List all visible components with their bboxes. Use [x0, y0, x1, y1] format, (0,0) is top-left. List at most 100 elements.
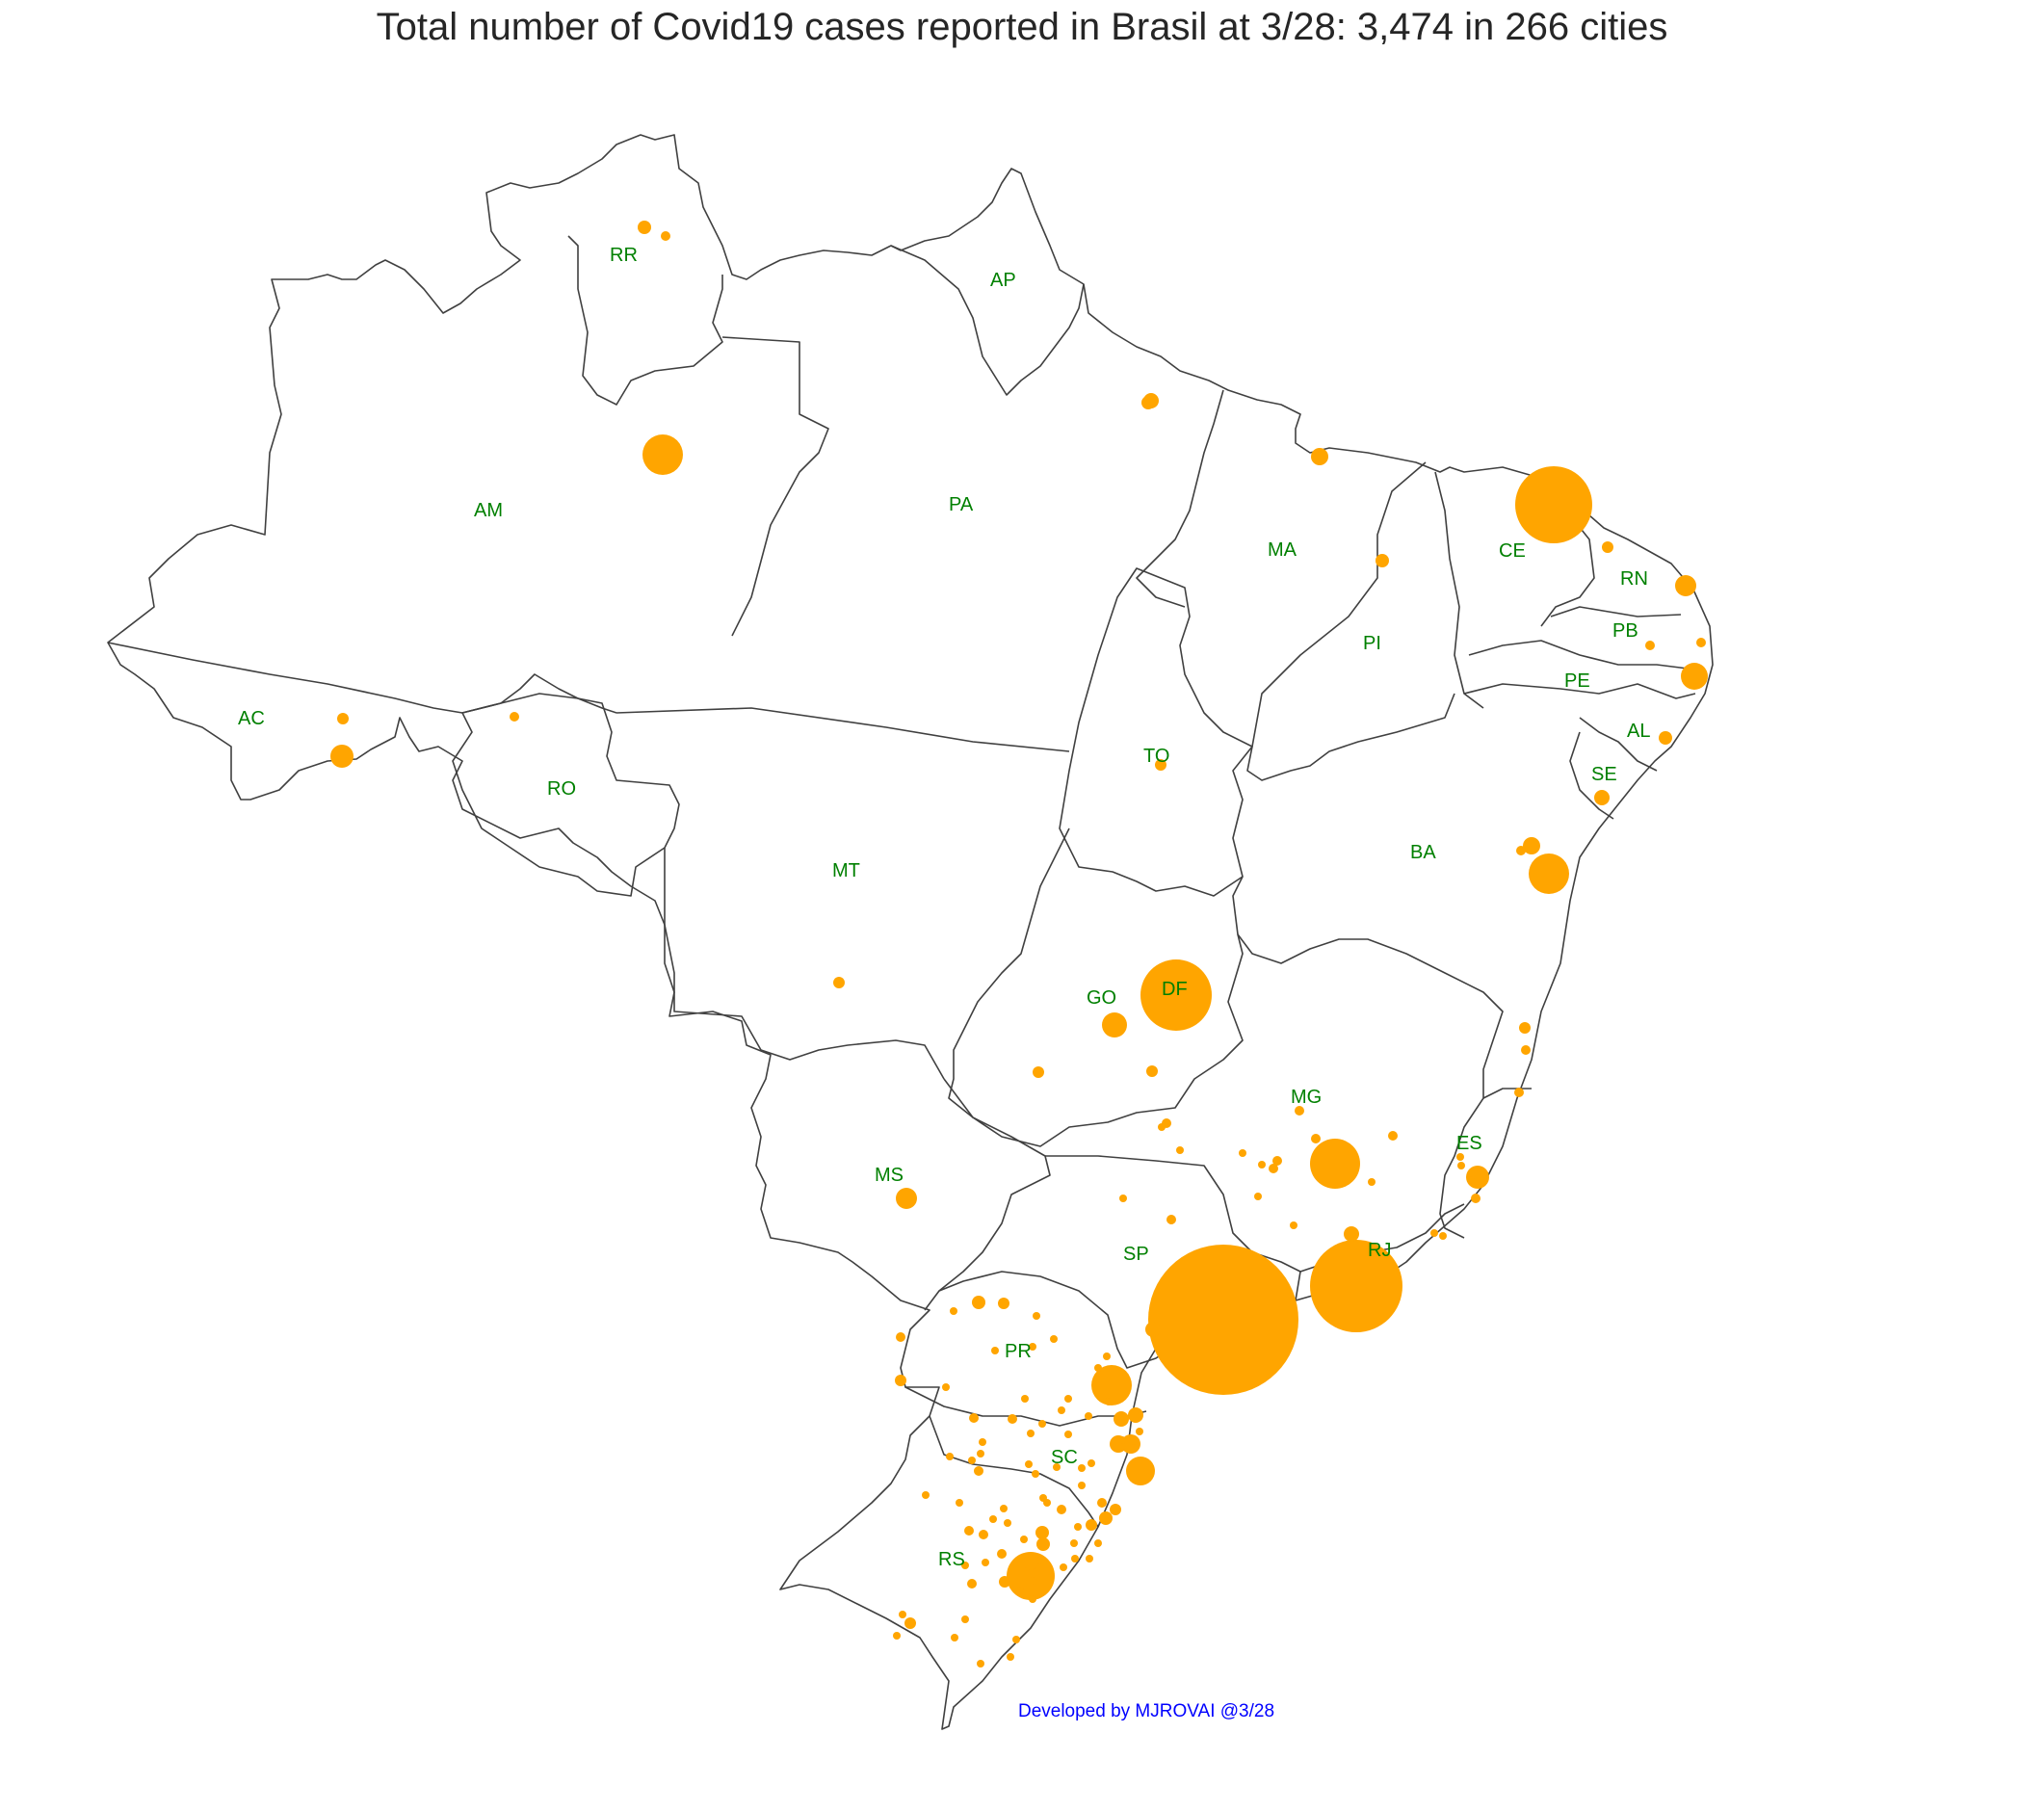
state-label-rs: RS [938, 1549, 965, 1570]
case-bubble [1032, 1470, 1039, 1478]
case-bubble [1050, 1335, 1058, 1343]
border-mg-sp [1045, 1155, 1465, 1273]
case-bubble [1155, 759, 1166, 771]
case-bubble [896, 1332, 905, 1342]
case-bubble [1602, 541, 1613, 553]
case-bubble [950, 1307, 957, 1315]
case-bubble [1025, 1460, 1033, 1468]
border-ac-am [107, 642, 617, 714]
case-bubble [1060, 1563, 1067, 1571]
case-bubbles [330, 221, 1708, 1668]
case-bubble [1272, 1156, 1282, 1166]
case-bubble [979, 1438, 986, 1446]
case-bubble [1012, 1636, 1020, 1643]
case-bubble [1110, 1504, 1121, 1515]
case-bubble [833, 977, 845, 988]
border-mt-west [664, 848, 945, 1080]
case-bubble [951, 1634, 958, 1641]
state-label-al: AL [1627, 721, 1650, 742]
case-bubble [1254, 1193, 1262, 1200]
case-bubble [1086, 1519, 1097, 1531]
case-bubble [1148, 1245, 1298, 1395]
case-bubble [1515, 466, 1592, 543]
case-bubble [1388, 1131, 1398, 1141]
state-label-am: AM [474, 500, 503, 521]
border-se-ba [1569, 731, 1614, 820]
case-bubble [961, 1615, 969, 1623]
case-bubble [1519, 1022, 1531, 1034]
state-label-sc: SC [1051, 1447, 1078, 1468]
case-bubble [1023, 1555, 1038, 1570]
case-bubble [1000, 1505, 1008, 1512]
case-bubble [1035, 1526, 1049, 1539]
case-bubble [979, 1530, 988, 1539]
border-to [1059, 567, 1253, 897]
case-bubble [1021, 1395, 1029, 1403]
case-bubble [1529, 853, 1569, 894]
state-label-pi: PI [1363, 633, 1381, 654]
case-bubble [1020, 1536, 1028, 1543]
case-bubble [1176, 1146, 1184, 1154]
case-bubble [1094, 1539, 1102, 1547]
case-bubble [1675, 575, 1696, 596]
case-bubble [1310, 1139, 1360, 1189]
case-bubble [1091, 1365, 1132, 1405]
case-bubble [1038, 1420, 1046, 1428]
border-sc-rs [929, 1415, 1099, 1528]
state-label-sp: SP [1123, 1244, 1149, 1265]
case-bubble [956, 1499, 963, 1507]
state-label-es: ES [1456, 1133, 1482, 1154]
state-label-pa: PA [949, 494, 974, 515]
case-bubble [1102, 1012, 1127, 1037]
border-pi-ce [1434, 471, 1484, 709]
case-bubble [1039, 1494, 1047, 1502]
case-bubble [1128, 1407, 1143, 1423]
border-pa-ma [1136, 389, 1224, 608]
case-bubble [638, 221, 651, 234]
case-bubble [972, 1296, 985, 1309]
border-go-ms [924, 1078, 1051, 1311]
border-ro [452, 673, 680, 897]
case-bubble [1029, 1595, 1036, 1603]
case-bubble [1064, 1395, 1072, 1403]
state-label-ce: CE [1499, 540, 1526, 562]
case-bubble [1057, 1505, 1066, 1514]
credit-note: Developed by MJROVAI @3/28 [1017, 1701, 1275, 1721]
case-bubble [1467, 1176, 1475, 1184]
state-label-ap: AP [990, 270, 1016, 291]
case-bubble [1036, 1537, 1050, 1551]
case-bubble [1456, 1153, 1464, 1161]
case-bubble [1004, 1519, 1011, 1527]
case-bubble [642, 434, 683, 475]
case-bubble [964, 1526, 974, 1536]
state-label-to: TO [1143, 746, 1169, 767]
border-pa-mt [616, 707, 1070, 752]
case-bubble [997, 1549, 1007, 1559]
case-bubble [1311, 1134, 1321, 1143]
case-bubble [1131, 1444, 1139, 1452]
border-rn-pb [1550, 606, 1682, 617]
border-pa-ap [890, 245, 1085, 396]
case-bubble [896, 1188, 917, 1209]
case-bubble [991, 1347, 999, 1354]
case-bubble [1141, 396, 1155, 409]
case-bubble [1145, 1322, 1161, 1337]
case-bubble [977, 1660, 984, 1668]
case-bubble [967, 1579, 977, 1589]
case-bubble [1376, 554, 1389, 567]
case-bubble [1368, 1178, 1376, 1186]
state-label-rn: RN [1620, 568, 1648, 590]
country-outline [107, 134, 1714, 1730]
case-bubble [974, 1466, 983, 1476]
state-borders [107, 134, 1714, 1730]
case-bubble [999, 1576, 1010, 1588]
state-label-mg: MG [1291, 1087, 1322, 1108]
case-bubble [1074, 1523, 1082, 1531]
case-bubble [1103, 1352, 1111, 1360]
border-am-pa [721, 336, 829, 637]
state-label-ms: MS [875, 1165, 904, 1186]
case-bubble [1430, 1229, 1438, 1237]
case-bubble [1078, 1464, 1086, 1472]
case-bubble [1027, 1430, 1035, 1437]
case-bubble [1064, 1431, 1072, 1438]
